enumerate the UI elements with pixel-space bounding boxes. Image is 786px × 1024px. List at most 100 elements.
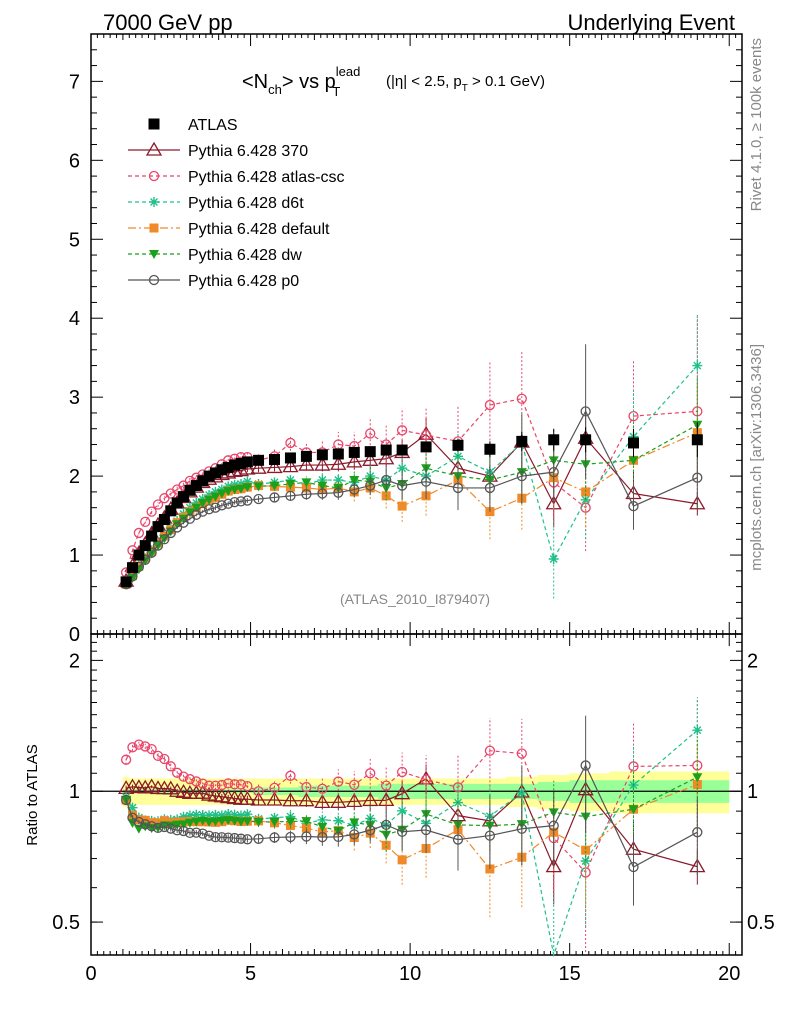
data-point bbox=[420, 476, 432, 487]
ratio-point bbox=[301, 781, 312, 793]
ratio-line bbox=[125, 743, 698, 874]
ratio-point bbox=[628, 805, 639, 815]
data-point bbox=[127, 573, 138, 583]
legend-entry-atlas: ATLAS bbox=[148, 117, 238, 134]
data-point bbox=[235, 479, 246, 489]
legend-label: Pythia 6.428 atlas-csc bbox=[188, 169, 345, 186]
ratio-point bbox=[269, 782, 280, 793]
ratio-point bbox=[314, 794, 331, 809]
data-point bbox=[229, 479, 240, 490]
data-point bbox=[397, 463, 408, 474]
data-point bbox=[159, 534, 170, 545]
series-2 bbox=[121, 314, 703, 599]
ratio-panel bbox=[90, 633, 743, 958]
title-sub-ch: ch bbox=[268, 82, 282, 97]
legend-entry-0: Pythia 6.428 370 bbox=[128, 141, 308, 160]
ratio-point bbox=[394, 785, 411, 800]
ratio-point bbox=[197, 778, 208, 789]
data-point bbox=[349, 476, 360, 486]
ratio-point bbox=[229, 832, 240, 844]
legend-entry-1: Pythia 6.428 atlas-csc bbox=[128, 169, 345, 186]
ratio-point bbox=[420, 824, 432, 836]
data-point bbox=[210, 492, 221, 502]
atlas-point bbox=[484, 443, 496, 455]
title-cuts-sub: T bbox=[462, 83, 468, 94]
data-point bbox=[253, 493, 264, 505]
ratio-point bbox=[628, 861, 639, 873]
data-point bbox=[396, 480, 408, 491]
atlas-point bbox=[184, 484, 196, 496]
ratio-point bbox=[165, 823, 176, 834]
data-point bbox=[301, 489, 312, 500]
ratio-series-5 bbox=[120, 715, 703, 906]
data-point bbox=[146, 547, 157, 558]
legend-marker bbox=[148, 170, 160, 182]
header-energy: 7000 GeV pp bbox=[103, 10, 233, 35]
data-point bbox=[581, 487, 591, 497]
atlas-data bbox=[120, 422, 703, 588]
ratio-point bbox=[420, 774, 432, 785]
data-point bbox=[223, 481, 234, 492]
series-line bbox=[125, 398, 698, 573]
ratio-point bbox=[191, 827, 202, 838]
ratio-point bbox=[362, 792, 379, 807]
x-tick-label: 5 bbox=[245, 963, 256, 985]
ratio-point bbox=[330, 794, 347, 808]
atlas-point bbox=[332, 448, 344, 460]
atlas-point bbox=[229, 459, 241, 471]
data-point bbox=[548, 467, 559, 478]
data-point bbox=[378, 450, 395, 465]
series-5 bbox=[120, 344, 703, 590]
legend-label: ATLAS bbox=[188, 117, 238, 134]
ratio-point bbox=[133, 816, 145, 828]
data-point bbox=[229, 497, 240, 508]
ratio-point bbox=[184, 818, 195, 828]
data-point bbox=[197, 498, 208, 508]
ratio-point bbox=[452, 834, 464, 845]
plot-title: <Nch> vs plead T (|η| < 2.5, pT > 0.1 GeV… bbox=[242, 64, 545, 99]
ratio-point bbox=[216, 810, 227, 821]
y-tick-label: 7 bbox=[69, 71, 80, 93]
data-point bbox=[197, 506, 208, 517]
data-point bbox=[152, 499, 164, 510]
atlas-point bbox=[133, 549, 145, 561]
ratio-point bbox=[580, 760, 591, 771]
data-point bbox=[628, 456, 639, 466]
atlas-point bbox=[268, 454, 280, 466]
ratio-point bbox=[692, 827, 703, 838]
data-point bbox=[365, 428, 376, 439]
ratio-point bbox=[365, 824, 376, 836]
ratio-point bbox=[223, 832, 234, 843]
ratio-point bbox=[120, 794, 132, 806]
legend-marker bbox=[145, 141, 163, 156]
legend-entry-4: Pythia 6.428 dw bbox=[128, 247, 302, 264]
data-point bbox=[580, 406, 591, 417]
ratio-point bbox=[140, 819, 151, 830]
data-point bbox=[191, 509, 202, 520]
ratio-line bbox=[125, 729, 698, 958]
atlas-point bbox=[178, 491, 190, 503]
ratio-point bbox=[396, 826, 408, 837]
series-1 bbox=[120, 316, 703, 578]
data-point bbox=[330, 455, 347, 470]
ratio-point bbox=[242, 780, 253, 792]
ratio-tick-label: 0.5 bbox=[52, 912, 80, 934]
ratio-point bbox=[127, 742, 138, 753]
title-cuts-a: (|η| < 2.5, p bbox=[386, 73, 462, 90]
ratio-point bbox=[184, 827, 196, 838]
legend-marker bbox=[148, 118, 160, 130]
atlas-point bbox=[152, 521, 164, 533]
ratio-point bbox=[484, 830, 496, 841]
ratio-point bbox=[191, 776, 202, 787]
data-point bbox=[210, 502, 221, 513]
ratio-tick-label: 1 bbox=[69, 781, 80, 803]
atlas-point bbox=[197, 475, 209, 487]
legend-marker bbox=[149, 250, 159, 259]
data-point bbox=[301, 478, 312, 488]
ratio-point bbox=[548, 820, 559, 831]
ratio-point bbox=[191, 809, 202, 820]
legend-label: Pythia 6.428 default bbox=[188, 221, 330, 238]
atlas-point bbox=[158, 514, 170, 526]
upper-panel bbox=[90, 33, 743, 635]
